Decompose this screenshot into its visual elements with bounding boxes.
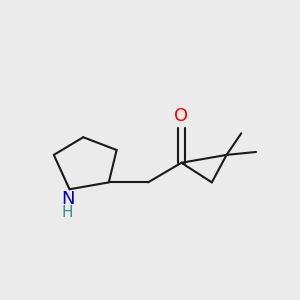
Text: O: O xyxy=(174,107,188,125)
Text: N: N xyxy=(61,190,74,208)
Text: H: H xyxy=(62,205,73,220)
